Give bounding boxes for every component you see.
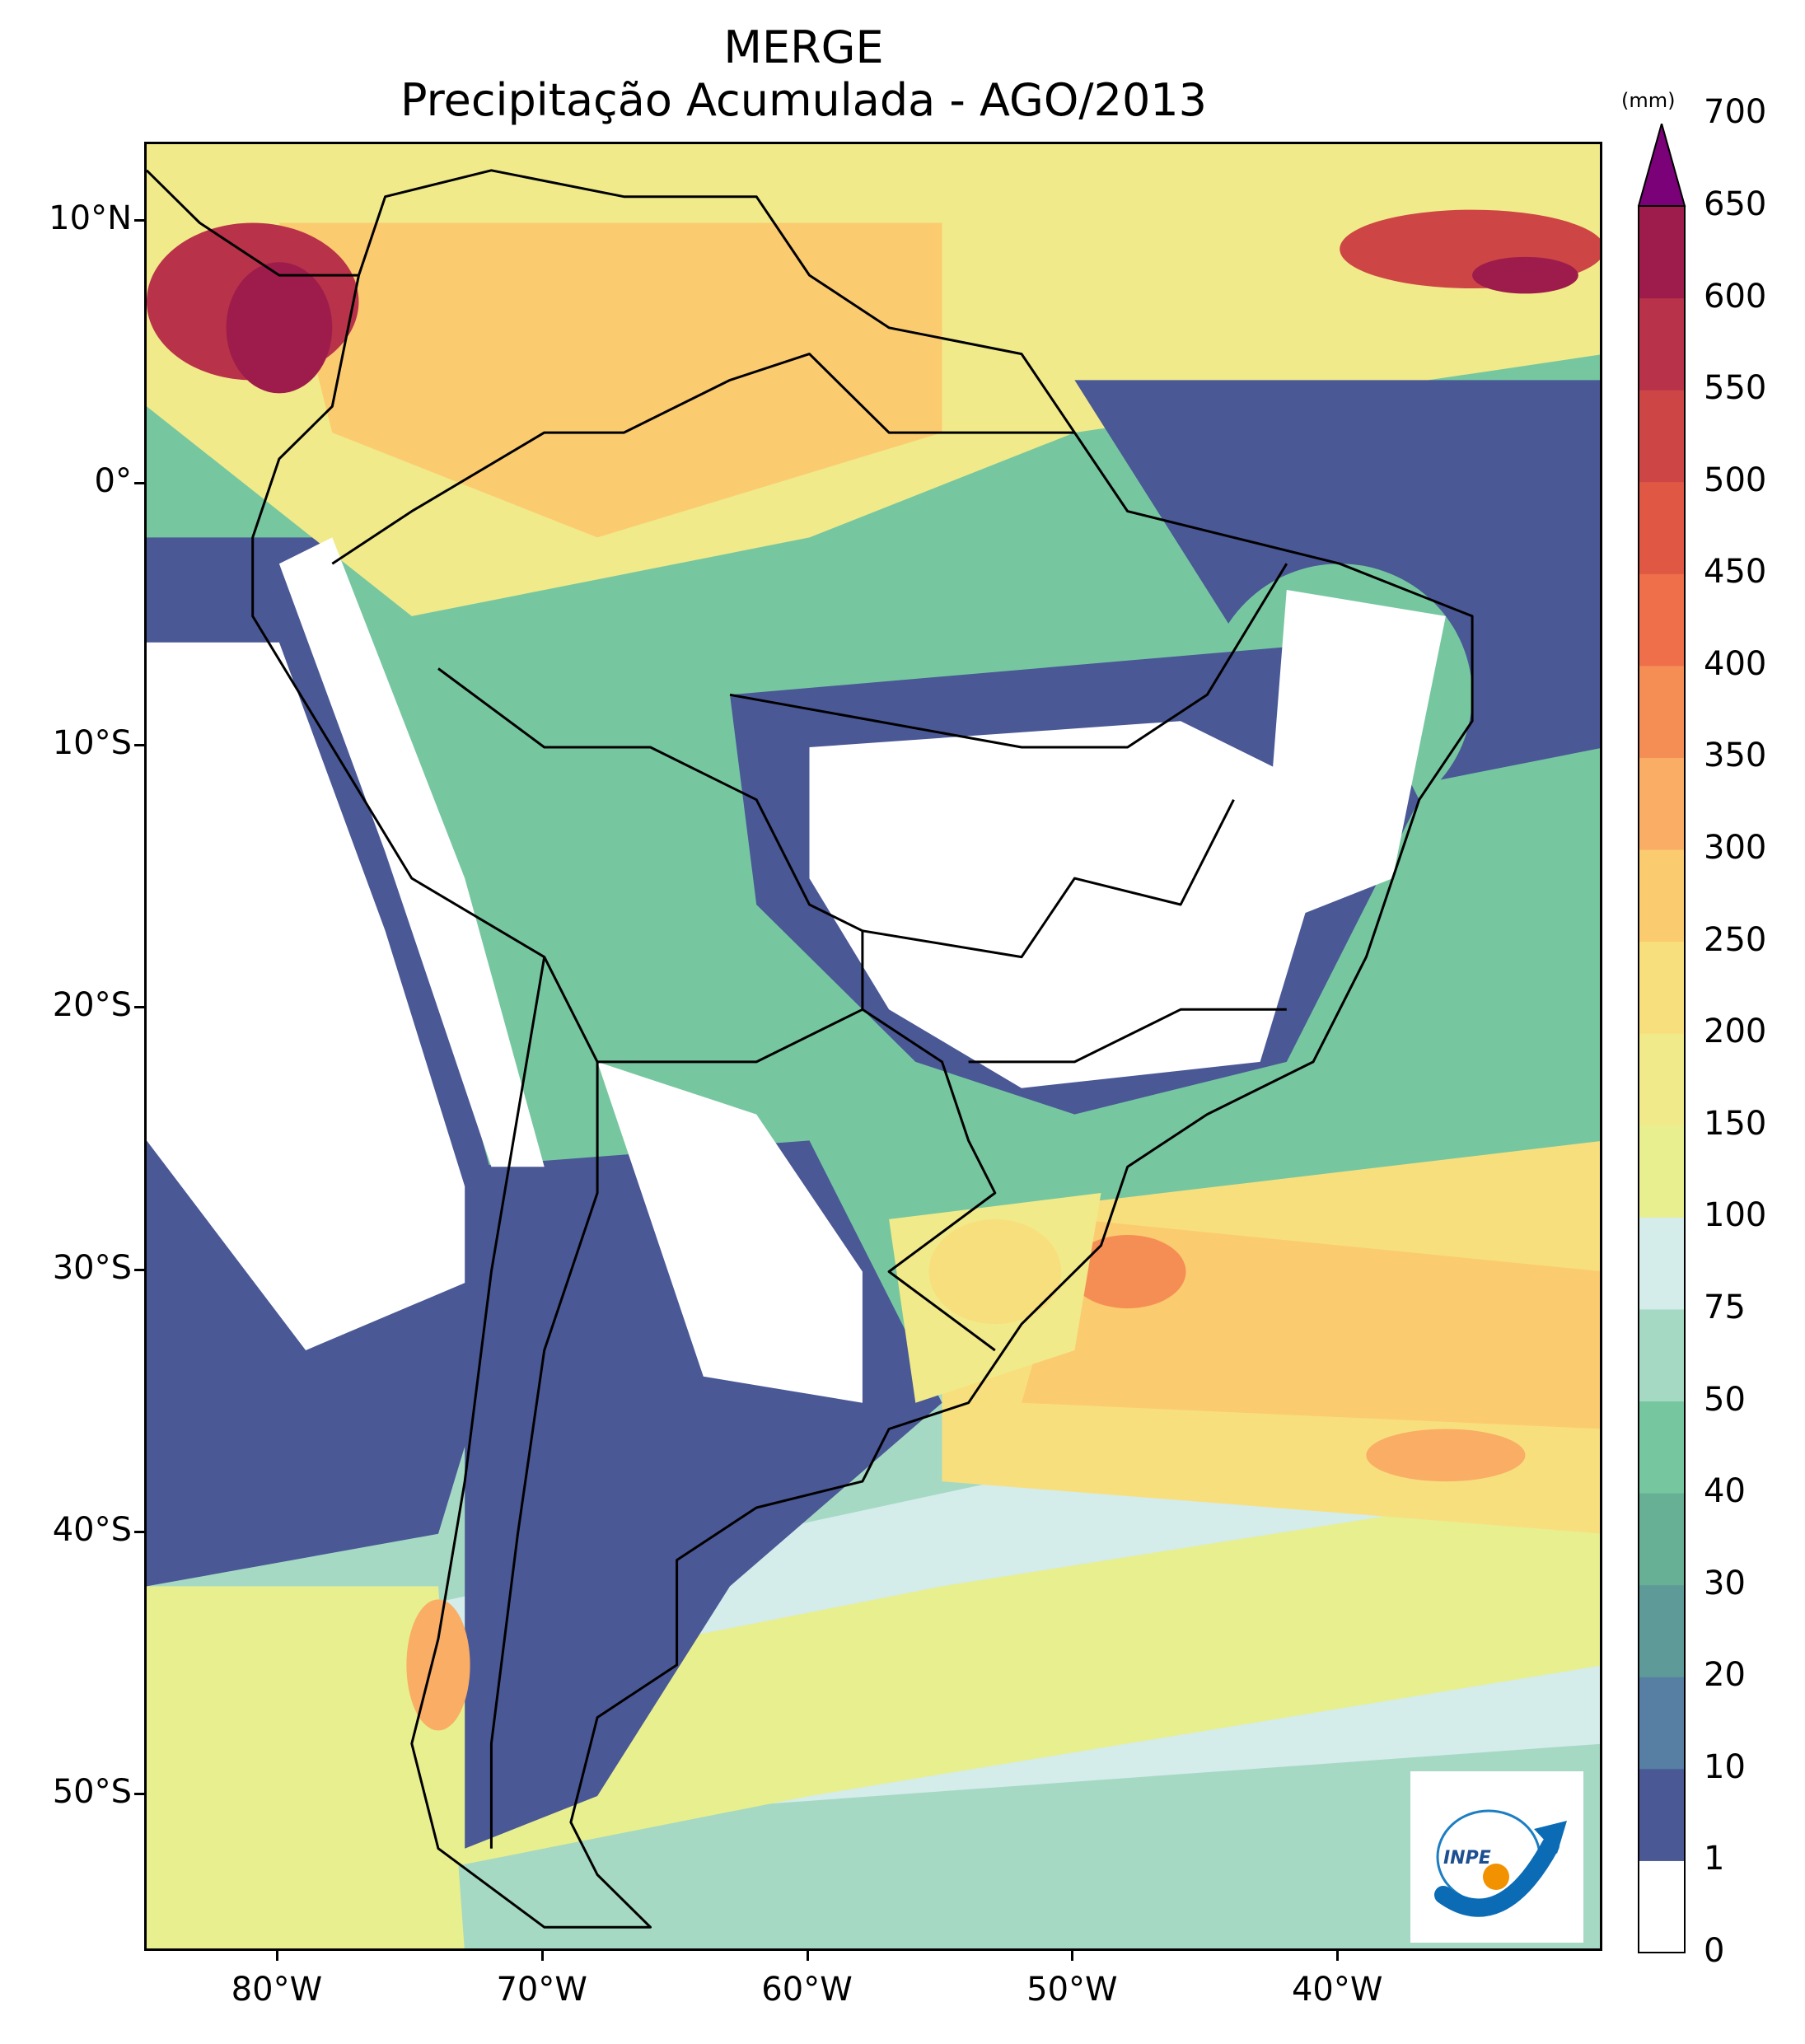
lat-tick: [134, 1793, 144, 1796]
colorbar-unit: (mm): [1621, 89, 1676, 112]
colorbar-swatch: [1639, 390, 1685, 483]
lat-tick: [134, 1268, 144, 1271]
colorbar-level-label: 550: [1704, 369, 1767, 408]
colorbar-level-label: 1: [1704, 1840, 1725, 1878]
colorbar-swatch: [1639, 1493, 1685, 1586]
colorbar-level-label: 150: [1704, 1104, 1767, 1143]
dry-region: [809, 721, 1340, 1088]
colorbar-swatch: [1639, 1401, 1685, 1494]
lat-tick: [134, 1530, 144, 1533]
precip-cell: [406, 1599, 470, 1731]
lon-tick-label: 70°W: [496, 1971, 587, 2009]
colorbar-swatch: [1639, 1677, 1685, 1770]
colorbar-level-label: 30: [1704, 1564, 1746, 1602]
inpe-logo: INPE: [1410, 1771, 1583, 1943]
precip-cell: [1472, 256, 1578, 294]
colorbar-swatch: [1639, 206, 1685, 299]
lat-tick-label: 10°S: [52, 724, 132, 762]
map-title: MERGE: [723, 21, 884, 73]
lon-tick: [540, 1951, 544, 1961]
colorbar-swatch: [1639, 1860, 1685, 1953]
precip-region: [278, 222, 942, 538]
colorbar-swatch: [1639, 1125, 1685, 1218]
dry-region: [1260, 590, 1446, 931]
colorbar-level-label: 250: [1704, 920, 1767, 959]
precip-region: [147, 1586, 465, 1948]
colorbar-level-label: 10: [1704, 1747, 1746, 1786]
lat-tick: [134, 744, 144, 746]
map-subtitle: Precipitação Acumulada - AGO/2013: [400, 74, 1208, 126]
colorbar-level-label: 500: [1704, 461, 1767, 499]
colorbar-swatch: [1639, 1768, 1685, 1861]
colorbar-swatch: [1639, 1217, 1685, 1310]
colorbar-level-label: 300: [1704, 829, 1767, 868]
colorbar-level-label: 200: [1704, 1013, 1767, 1051]
svg-text:INPE: INPE: [1443, 1848, 1491, 1869]
colorbar-level-label: 75: [1704, 1288, 1746, 1326]
colorbar-level-label: 20: [1704, 1656, 1746, 1695]
chile-argentina-border: [489, 1061, 599, 1849]
colorbar-swatch: [1639, 573, 1685, 667]
dry-region: [278, 537, 545, 1167]
lat-tick-label: 10°N: [49, 199, 132, 238]
colorbar-level-label: 650: [1704, 185, 1767, 223]
dry-region: [147, 642, 492, 1350]
lat-tick-label: 20°S: [52, 986, 132, 1025]
precip-cell: [226, 262, 333, 394]
colorbar-level-label: 600: [1704, 277, 1767, 316]
colorbar-swatch: [1639, 1308, 1685, 1402]
lon-tick: [275, 1951, 278, 1961]
map-canvas: [147, 144, 1600, 1948]
central-america-coastline: [147, 169, 359, 277]
colorbar-swatch: [1639, 849, 1685, 942]
colorbar: [1638, 124, 1686, 1953]
colorbar-level-label: 100: [1704, 1196, 1767, 1235]
precipitation-field: [147, 144, 1600, 1948]
colorbar-swatch: [1639, 941, 1685, 1034]
colorbar-level-label: 50: [1704, 1380, 1746, 1419]
lon-tick-label: 40°W: [1291, 1971, 1383, 2009]
brazil-state-border: [862, 799, 1235, 959]
colorbar-level-label: 450: [1704, 553, 1767, 592]
lon-tick-label: 50°W: [1026, 1971, 1118, 2009]
colorbar-outline: [1638, 205, 1686, 1953]
brazil-state-border: [729, 563, 1288, 749]
colorbar-swatch: [1639, 1033, 1685, 1126]
colorbar-swatch: [1639, 665, 1685, 758]
lon-tick: [806, 1951, 809, 1961]
lon-tick-label: 60°W: [761, 1971, 853, 2009]
colorbar-level-label: 350: [1704, 737, 1767, 775]
colorbar-swatch: [1639, 1584, 1685, 1677]
lat-tick: [134, 1006, 144, 1009]
brazil-border: [437, 667, 997, 1352]
colorbar-extend-arrow: [1638, 124, 1686, 207]
bolivia-border: [543, 956, 863, 1064]
lat-tick-label: 50°S: [52, 1773, 132, 1812]
country-borders: [147, 169, 1474, 1929]
south-america-coastline: [251, 169, 1474, 1929]
colorbar-level-label: 0: [1704, 1932, 1725, 1970]
precip-cell: [1069, 1234, 1186, 1309]
lon-tick-label: 80°W: [231, 1971, 323, 2009]
colorbar-swatch: [1639, 297, 1685, 391]
lat-tick: [134, 219, 144, 222]
dry-region: [597, 1061, 863, 1403]
lon-tick: [1336, 1951, 1340, 1961]
precip-cell: [1366, 1429, 1526, 1482]
colorbar-level-label: 40: [1704, 1472, 1746, 1511]
lat-tick-label: 40°S: [52, 1510, 132, 1549]
colorbar-swatch: [1639, 757, 1685, 850]
colorbar-swatch: [1639, 481, 1685, 574]
colorbar-level-label: 700: [1704, 93, 1767, 132]
lat-tick-label: 30°S: [52, 1248, 132, 1287]
lat-tick-label: 0°: [94, 461, 132, 500]
lon-tick: [1071, 1951, 1074, 1961]
inpe-logo-icon: INPE: [1434, 1809, 1567, 1917]
precipitation-map: [144, 142, 1602, 1951]
colorbar-level-label: 400: [1704, 644, 1767, 683]
northern-border: [331, 353, 1075, 565]
precip-cell: [928, 1218, 1062, 1325]
brazil-state-border: [968, 1008, 1287, 1064]
lat-tick: [134, 481, 144, 484]
